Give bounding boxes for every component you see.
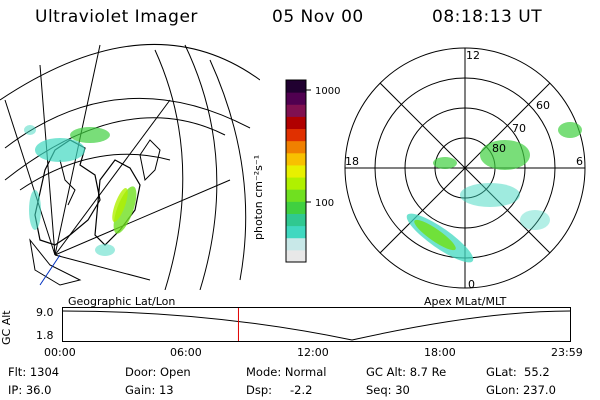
gain-value: Gain: 13 xyxy=(125,383,174,397)
time-tick-2359: 23:59 xyxy=(551,346,583,359)
colorbar-swatch xyxy=(286,213,306,227)
colorbar-swatch xyxy=(286,104,306,117)
meridian xyxy=(54,99,171,256)
colorbar-swatch xyxy=(286,249,306,263)
time-readout: 08:18:13 UT xyxy=(432,7,543,27)
geographic-map xyxy=(0,43,260,290)
colorbar-swatch xyxy=(286,177,306,190)
mlt-label-12: 12 xyxy=(466,49,480,62)
lat-arc xyxy=(19,153,171,191)
meridian xyxy=(54,254,151,281)
flight-number: Flt: 1304 xyxy=(8,365,60,379)
app-title: Ultraviolet Imager xyxy=(35,7,198,27)
colorbar-swatch xyxy=(286,140,306,154)
lat-label-80: 80 xyxy=(492,142,506,155)
mlt-label-0: 0 xyxy=(468,278,475,290)
colorbar-swatch xyxy=(286,201,306,214)
colorbar-swatch xyxy=(286,152,306,166)
altitude-axis-label: GC Alt xyxy=(0,310,13,345)
mlt-meridian xyxy=(379,82,551,254)
time-tick-1800: 18:00 xyxy=(424,346,456,359)
sequence-number: Seq: 30 xyxy=(366,383,410,397)
left-panel-label: Geographic Lat/Lon xyxy=(68,295,176,308)
altitude-plot xyxy=(62,307,571,342)
colorbar-swatch xyxy=(286,116,306,130)
lat-arc xyxy=(4,117,226,181)
colorbar-swatch xyxy=(286,189,306,202)
mlt-label-18: 18 xyxy=(345,155,359,168)
geographic-longitude: GLon: 237.0 xyxy=(486,383,556,397)
lat-label-70: 70 xyxy=(512,122,526,135)
lat-arc xyxy=(4,97,251,149)
altitude-tick-1: 1.8 xyxy=(36,329,54,342)
lat-label-60: 60 xyxy=(536,99,550,112)
dsp-label: Dsp: xyxy=(246,383,273,397)
lat-arc xyxy=(0,43,260,101)
time-tick-0600: 06:00 xyxy=(170,346,202,359)
colorbar-swatch xyxy=(286,237,306,251)
limb-arc xyxy=(184,44,218,290)
colorbar-swatch xyxy=(286,164,306,178)
colorbar: 1000 100 xyxy=(285,79,340,263)
door-status: Door: Open xyxy=(125,365,191,379)
time-tick-0000: 00:00 xyxy=(44,346,76,359)
magnetic-polar-plot: 12 18 6 0 60 70 80 xyxy=(344,47,586,290)
colorbar-swatch xyxy=(286,92,306,105)
ip-value: IP: 36.0 xyxy=(8,383,52,397)
right-panel-label: Apex MLat/MLT xyxy=(424,295,507,308)
coastline xyxy=(29,238,82,286)
dsp-value: -2.2 xyxy=(290,383,313,397)
date-readout: 05 Nov 00 xyxy=(272,7,364,27)
coastline xyxy=(139,139,161,182)
colorbar-unit-label: photon cm⁻²s⁻¹ xyxy=(252,154,265,240)
coastline xyxy=(59,159,76,206)
limb-arc xyxy=(154,49,184,290)
meridian xyxy=(54,179,231,256)
mlt-label-6: 6 xyxy=(576,155,583,168)
colorbar-swatch xyxy=(286,128,306,142)
colorbar-tick-1000: 1000 xyxy=(315,86,340,97)
mode-value: Mode: Normal xyxy=(246,365,327,379)
altitude-tick-9: 9.0 xyxy=(36,306,54,319)
coastline xyxy=(94,159,141,246)
geographic-latitude: GLat: 55.2 xyxy=(486,365,550,379)
dateline xyxy=(39,254,61,286)
limb-arc xyxy=(209,59,247,281)
time-tick-1200: 12:00 xyxy=(297,346,329,359)
aurora-right xyxy=(406,122,582,263)
gc-altitude: GC Alt: 8.7 Re xyxy=(366,365,447,379)
colorbar-swatch xyxy=(286,80,306,93)
aurora-left xyxy=(24,125,137,256)
colorbar-tick-100: 100 xyxy=(315,198,334,209)
meridian xyxy=(4,99,56,256)
colorbar-swatch xyxy=(286,225,306,239)
